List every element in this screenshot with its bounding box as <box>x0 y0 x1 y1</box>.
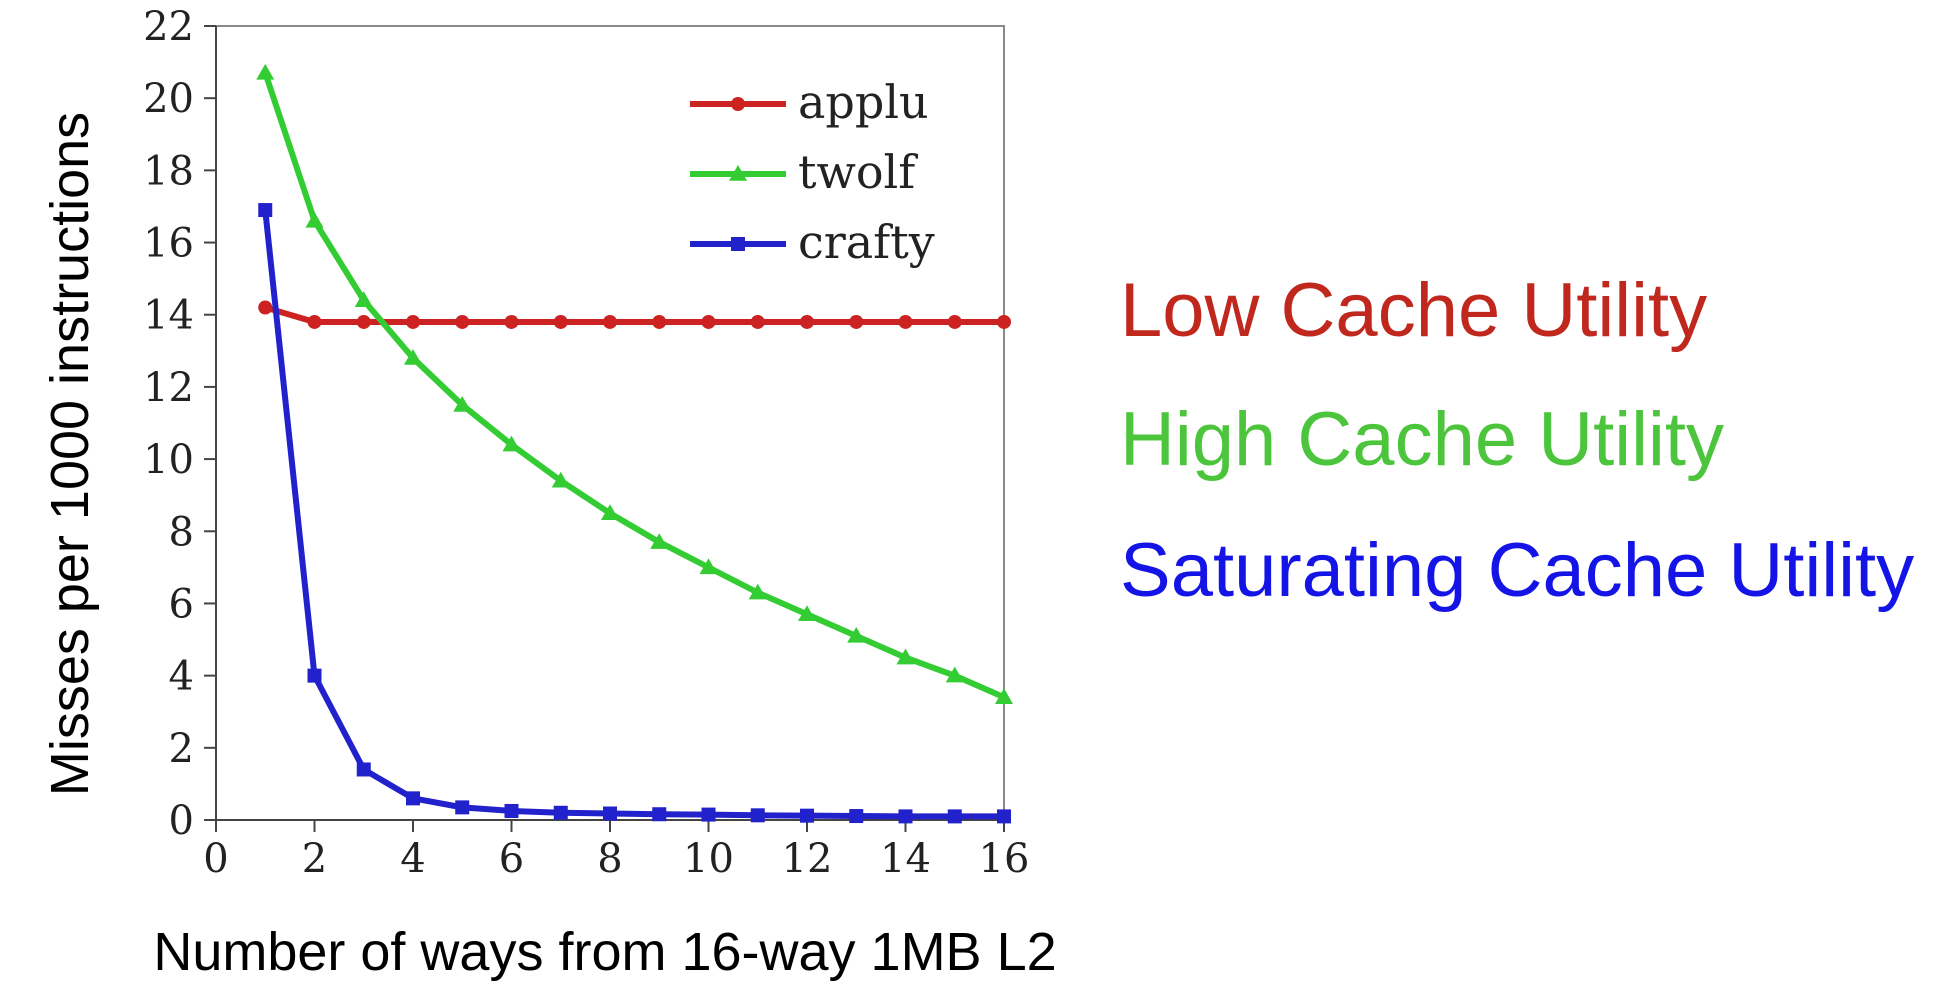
data-point <box>553 314 568 329</box>
data-point <box>504 314 519 329</box>
data-point <box>898 314 913 329</box>
data-point <box>603 314 617 329</box>
x-tick-label: 16 <box>979 836 1030 882</box>
data-point <box>652 314 667 329</box>
data-point <box>406 314 420 329</box>
data-point <box>258 203 273 218</box>
legend: applu twolf crafty <box>690 75 935 269</box>
y-axis-title: Misses per 1000 instructions <box>40 112 100 796</box>
data-point <box>504 803 519 818</box>
saturating-cache-utility-label: Saturating Cache Utility <box>1120 528 1915 613</box>
legend-item-crafty: crafty <box>690 215 935 269</box>
x-axis-title: Number of ways from 16-way 1MB L2 <box>153 922 1056 982</box>
y-axis: 0 2 4 6 8 10 12 14 16 18 20 22 <box>143 4 217 844</box>
data-point <box>945 666 964 683</box>
x-tick-label: 12 <box>782 836 833 882</box>
data-point <box>356 314 371 329</box>
data-point <box>849 314 864 329</box>
data-point <box>307 314 322 329</box>
y-tick-label: 4 <box>169 654 194 700</box>
series-applu <box>258 300 1011 329</box>
data-point <box>406 791 420 806</box>
data-point <box>898 809 913 824</box>
legend-label: applu <box>798 75 929 129</box>
data-point <box>896 648 915 665</box>
data-point <box>553 805 568 820</box>
data-point <box>750 314 765 329</box>
legend-item-twolf: twolf <box>690 145 918 199</box>
data-point <box>652 807 667 822</box>
y-tick-label: 2 <box>169 726 194 772</box>
series-line-applu <box>264 304 1004 325</box>
y-tick-label: 0 <box>169 798 194 844</box>
y-tick-label: 12 <box>143 365 194 411</box>
data-point <box>256 63 275 80</box>
y-tick-label: 8 <box>169 509 194 555</box>
data-point <box>502 435 521 452</box>
series-crafty <box>258 203 1011 824</box>
data-point <box>404 349 422 365</box>
legend-marker <box>731 237 745 251</box>
data-point <box>258 300 273 315</box>
data-point <box>305 211 324 228</box>
data-point <box>997 314 1011 329</box>
data-point <box>849 809 864 824</box>
data-point <box>748 583 767 600</box>
x-tick-label: 6 <box>499 836 524 882</box>
data-point <box>603 806 617 821</box>
legend-label: crafty <box>798 215 935 269</box>
data-point <box>455 800 470 815</box>
data-point <box>947 809 962 824</box>
x-tick-label: 14 <box>880 836 931 882</box>
y-tick-label: 22 <box>143 4 194 50</box>
data-point <box>354 291 373 308</box>
series-line-twolf <box>262 71 1006 701</box>
y-tick-label: 20 <box>143 76 194 122</box>
data-point <box>551 471 570 488</box>
data-point <box>650 533 669 549</box>
y-tick-label: 16 <box>143 221 194 267</box>
y-tick-label: 6 <box>169 581 194 627</box>
legend-item-applu: applu <box>690 75 929 129</box>
data-point <box>356 762 371 777</box>
y-tick-label: 10 <box>143 437 194 483</box>
data-point <box>798 605 816 622</box>
legend-marker <box>731 97 745 111</box>
legend-marker <box>729 165 747 181</box>
series-twolf <box>256 63 1013 705</box>
data-point <box>701 807 716 822</box>
data-point <box>800 808 814 823</box>
data-point <box>947 314 962 329</box>
data-point <box>699 558 718 575</box>
low-cache-utility-label: Low Cache Utility <box>1120 268 1708 353</box>
data-point <box>601 504 619 520</box>
x-tick-label: 4 <box>400 836 425 882</box>
x-tick-label: 8 <box>597 836 622 882</box>
legend-label: twolf <box>798 145 918 199</box>
data-point <box>800 314 814 329</box>
data-point <box>847 626 866 643</box>
y-tick-label: 18 <box>143 148 194 194</box>
data-point <box>997 809 1011 824</box>
x-tick-label: 10 <box>683 836 734 882</box>
x-axis: 0 2 4 6 8 10 12 14 16 <box>203 819 1030 882</box>
x-tick-label: 2 <box>302 836 327 882</box>
data-point <box>307 668 322 683</box>
x-tick-label: 0 <box>203 836 228 882</box>
data-point <box>995 688 1013 705</box>
data-point <box>455 314 470 329</box>
high-cache-utility-label: High Cache Utility <box>1120 397 1724 482</box>
data-point <box>701 314 716 329</box>
data-point <box>750 808 765 823</box>
series-line-crafty <box>262 209 1004 820</box>
y-tick-label: 14 <box>143 293 194 339</box>
data-point <box>453 395 472 412</box>
series-group <box>256 63 1013 824</box>
